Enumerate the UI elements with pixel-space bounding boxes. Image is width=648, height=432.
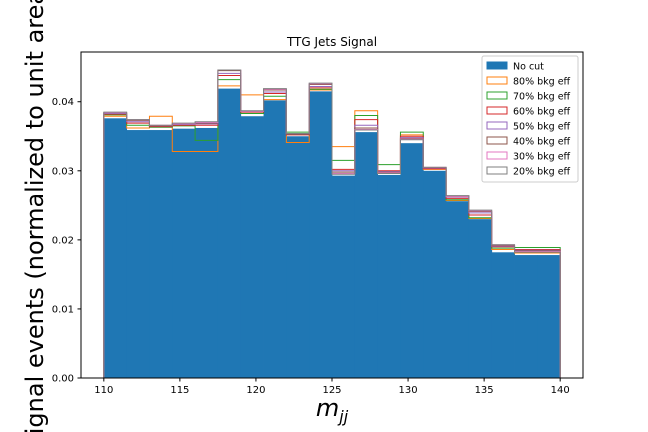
- filled-bar-16: [468, 219, 493, 378]
- x-tick-label-3: 125: [322, 385, 341, 396]
- filled-bar-14: [423, 170, 447, 378]
- legend-swatch-2: [486, 91, 508, 100]
- chart-title: TTG Jets Signal: [286, 35, 377, 49]
- legend-label-6: 30% bkg eff: [513, 152, 571, 163]
- y-tick-label-2: 0.02: [52, 235, 74, 246]
- y-tick-label-3: 0.03: [52, 166, 74, 177]
- x-tick-label-4: 130: [399, 385, 418, 396]
- legend-swatch-1: [486, 76, 508, 85]
- legend-label-3: 60% bkg eff: [513, 107, 571, 118]
- y-tick-label-1: 0.01: [52, 304, 74, 315]
- filled-bar-12: [377, 174, 401, 378]
- filled-bar-4: [195, 127, 219, 378]
- legend-swatch-7: [486, 166, 508, 175]
- y-tick-label-4: 0.04: [52, 97, 74, 108]
- x-tick-label-2: 120: [246, 385, 265, 396]
- legend-swatch-4: [486, 121, 508, 130]
- step-line-series-6: [103, 69, 561, 378]
- x-tick-label-6: 140: [551, 385, 570, 396]
- legend-swatch-3: [486, 106, 508, 115]
- filled-bar-18: [514, 255, 538, 378]
- y-tick-label-0: 0.00: [52, 374, 74, 385]
- legend-swatch-5: [486, 136, 508, 145]
- legend-swatch-6: [486, 151, 508, 160]
- legend-label-0: No cut: [513, 62, 544, 73]
- filled-bar-15: [446, 201, 470, 378]
- legend-label-1: 80% bkg eff: [513, 77, 571, 88]
- filled-bar-17: [491, 252, 515, 378]
- y-axis-label: Signal events (normalized to unit area): [21, 0, 49, 432]
- filled-bar-7: [263, 100, 287, 378]
- legend-box: [481, 55, 579, 183]
- filled-bar-8: [286, 136, 310, 378]
- axes: 110 115 120 125 130 135 140 0.00 0.01 0.02 0.03 0.0…: [52, 51, 584, 396]
- plot-area: [103, 69, 561, 379]
- filled-bar-2: [149, 130, 173, 378]
- legend-swatch-0: [486, 61, 508, 70]
- legend: No cut 80% bkg eff 70% bkg eff 60% bkg eff 5…: [481, 55, 579, 183]
- filled-bar-6: [240, 116, 264, 379]
- legend-label-5: 40% bkg eff: [513, 137, 571, 148]
- filled-bar-5: [217, 88, 242, 379]
- filled-bar-0: [103, 118, 128, 378]
- filled-bar-10: [332, 175, 356, 378]
- x-tick-label-5: 135: [475, 385, 494, 396]
- legend-label-2: 70% bkg eff: [513, 92, 571, 103]
- filled-bar-19: [537, 255, 561, 378]
- legend-label-7: 20% bkg eff: [513, 167, 571, 178]
- x-tick-label-1: 115: [170, 385, 189, 396]
- legend-label-4: 50% bkg eff: [513, 122, 571, 133]
- filled-bar-13: [400, 143, 424, 378]
- filled-bar-1: [126, 130, 150, 378]
- filled-bar-11: [354, 132, 379, 378]
- x-tick-label-0: 110: [94, 385, 113, 396]
- filled-bar-9: [309, 91, 333, 378]
- x-axis-label: mjj: [316, 394, 349, 426]
- filled-bar-3: [172, 128, 196, 378]
